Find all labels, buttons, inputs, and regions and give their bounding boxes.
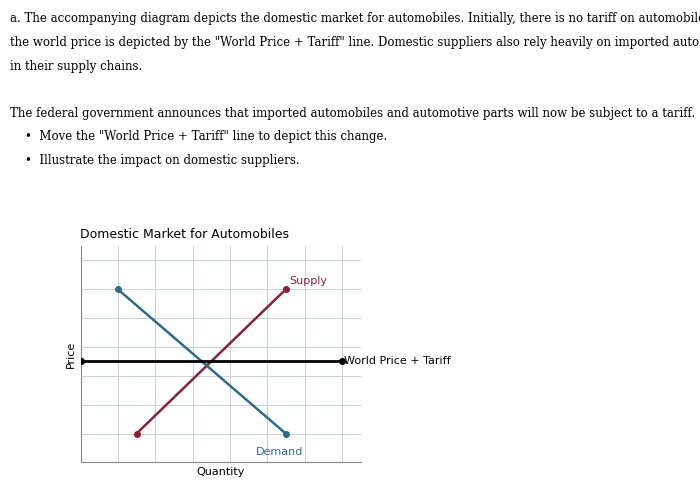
Text: The federal government announces that imported automobiles and automotive parts : The federal government announces that im… xyxy=(10,107,696,120)
Text: •  Illustrate the impact on domestic suppliers.: • Illustrate the impact on domestic supp… xyxy=(25,154,299,167)
Text: •  Move the "World Price + Tariff" line to depict this change.: • Move the "World Price + Tariff" line t… xyxy=(25,130,386,143)
Text: Demand: Demand xyxy=(256,447,303,457)
Text: a. The accompanying diagram depicts the domestic market for automobiles. Initial: a. The accompanying diagram depicts the … xyxy=(10,12,700,25)
Text: in their supply chains.: in their supply chains. xyxy=(10,60,143,72)
Text: Domestic Market for Automobiles: Domestic Market for Automobiles xyxy=(80,228,290,241)
Text: World Price + Tariff: World Price + Tariff xyxy=(344,357,450,367)
X-axis label: Quantity: Quantity xyxy=(196,466,245,477)
Text: Supply: Supply xyxy=(290,277,328,286)
Text: the world price is depicted by the "World Price + Tariff" line. Domestic supplie: the world price is depicted by the "Worl… xyxy=(10,36,700,49)
Y-axis label: Price: Price xyxy=(66,340,76,368)
